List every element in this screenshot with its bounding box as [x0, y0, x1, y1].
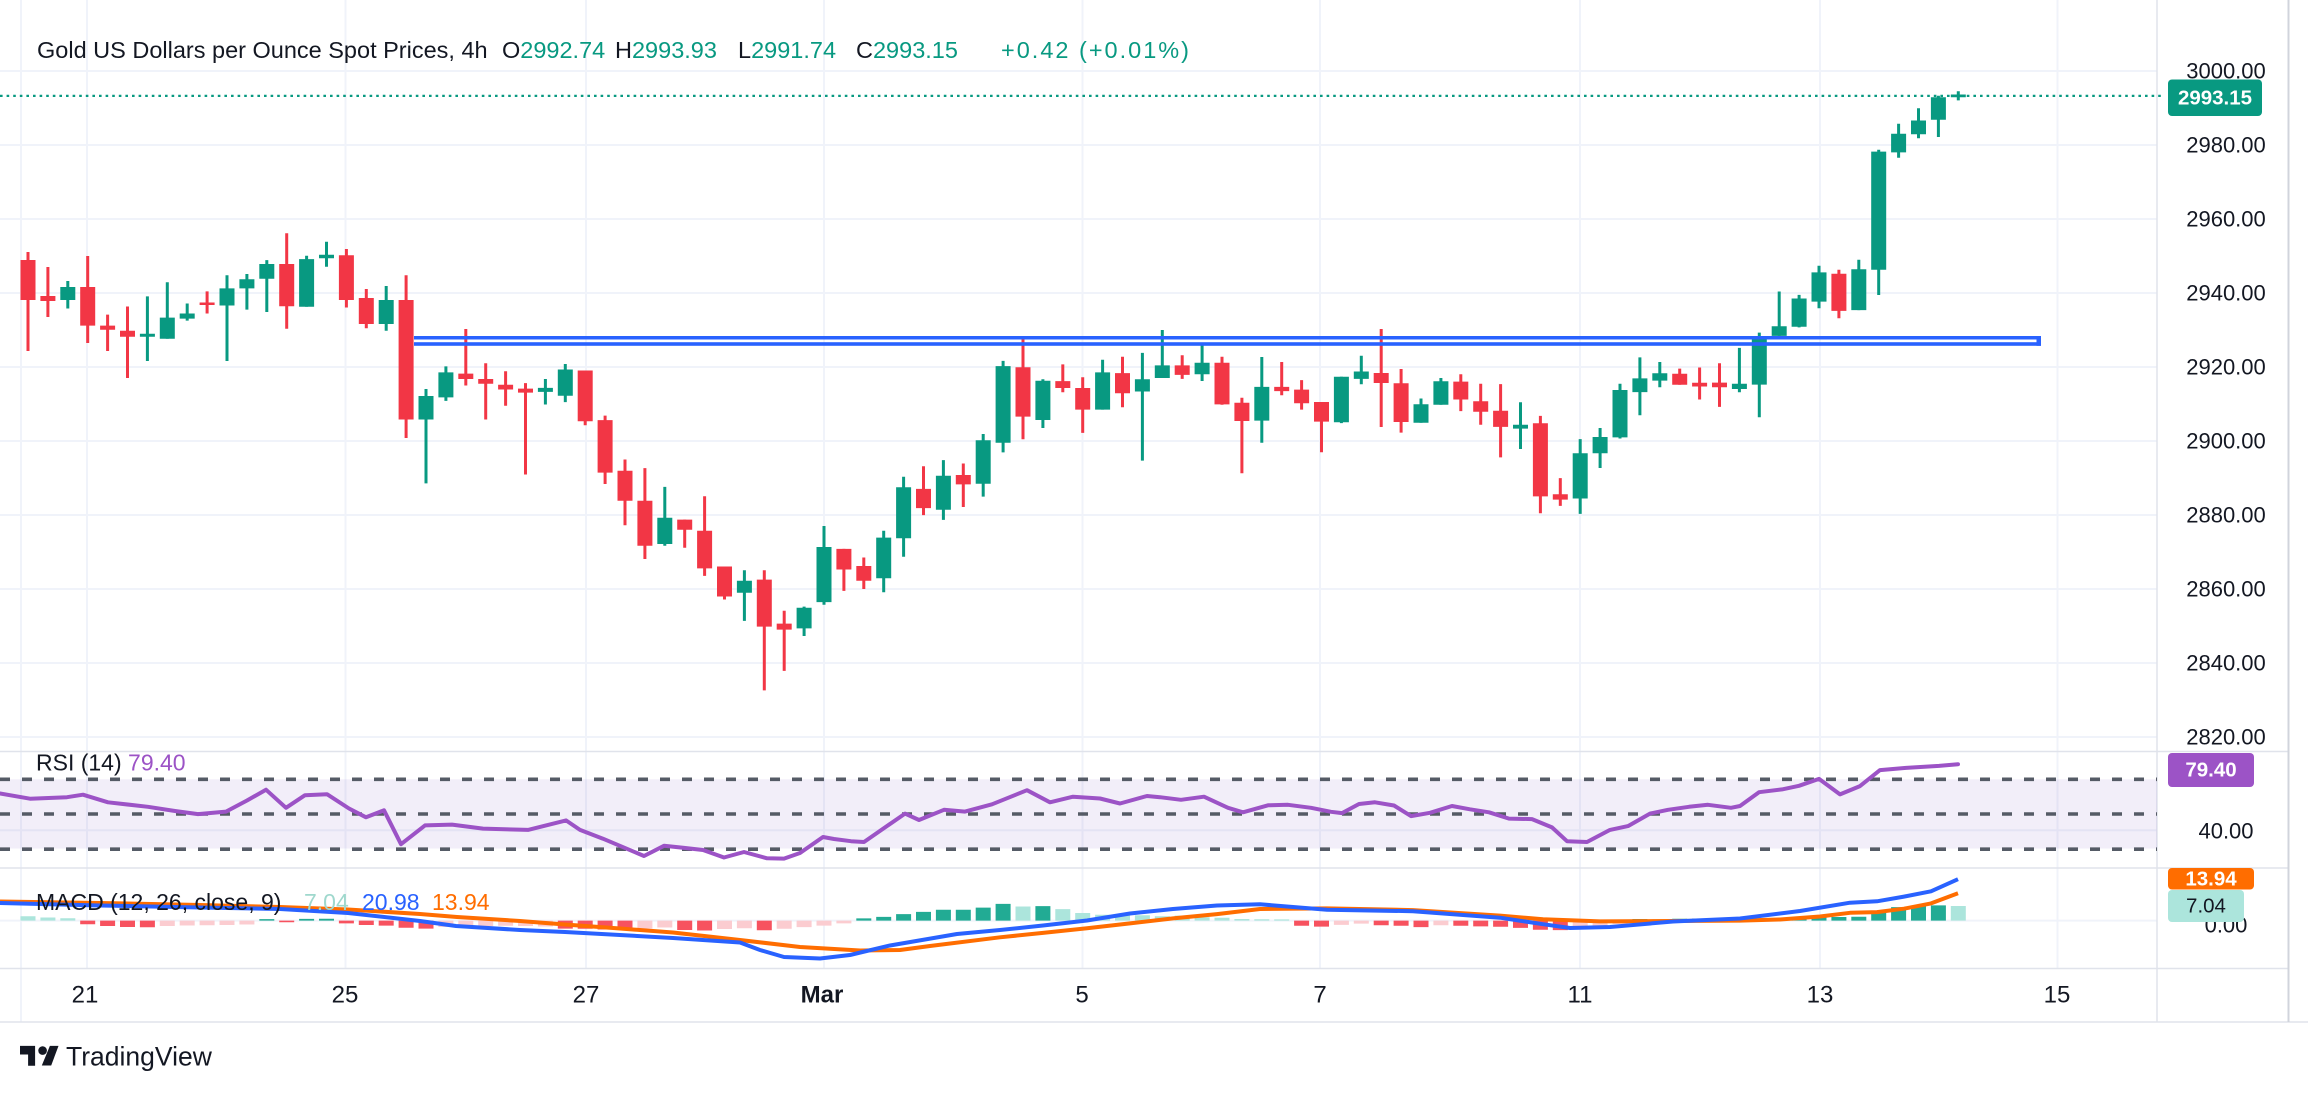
svg-text:2880.00: 2880.00: [2186, 503, 2266, 528]
svg-text:Mar: Mar: [801, 982, 844, 1009]
svg-text:RSI (14) 79.40: RSI (14) 79.40: [36, 750, 186, 776]
svg-text:7: 7: [1313, 982, 1326, 1009]
svg-text:13.94: 13.94: [2185, 867, 2237, 890]
svg-text:2980.00: 2980.00: [2186, 133, 2266, 158]
svg-text:2820.00: 2820.00: [2186, 725, 2266, 750]
svg-text:15: 15: [2044, 982, 2071, 1009]
svg-text:2900.00: 2900.00: [2186, 429, 2266, 454]
svg-text:79.40: 79.40: [2185, 759, 2236, 782]
svg-text:2920.00: 2920.00: [2186, 355, 2266, 380]
svg-text:5: 5: [1075, 982, 1088, 1009]
svg-text:2860.00: 2860.00: [2186, 577, 2266, 602]
svg-text:40.00: 40.00: [2198, 819, 2253, 844]
svg-text:TradingView: TradingView: [66, 1042, 213, 1072]
svg-text:3000.00: 3000.00: [2186, 59, 2266, 84]
svg-text:21: 21: [72, 982, 99, 1009]
svg-text:27: 27: [573, 982, 600, 1009]
svg-text:13: 13: [1807, 982, 1834, 1009]
svg-text:11: 11: [1568, 982, 1593, 1009]
svg-text:2960.00: 2960.00: [2186, 207, 2266, 232]
svg-text:7.04: 7.04: [2186, 895, 2226, 918]
svg-text:2840.00: 2840.00: [2186, 651, 2266, 676]
svg-text:2940.00: 2940.00: [2186, 281, 2266, 306]
svg-text:2993.15: 2993.15: [2178, 86, 2252, 109]
svg-text:25: 25: [332, 982, 359, 1009]
